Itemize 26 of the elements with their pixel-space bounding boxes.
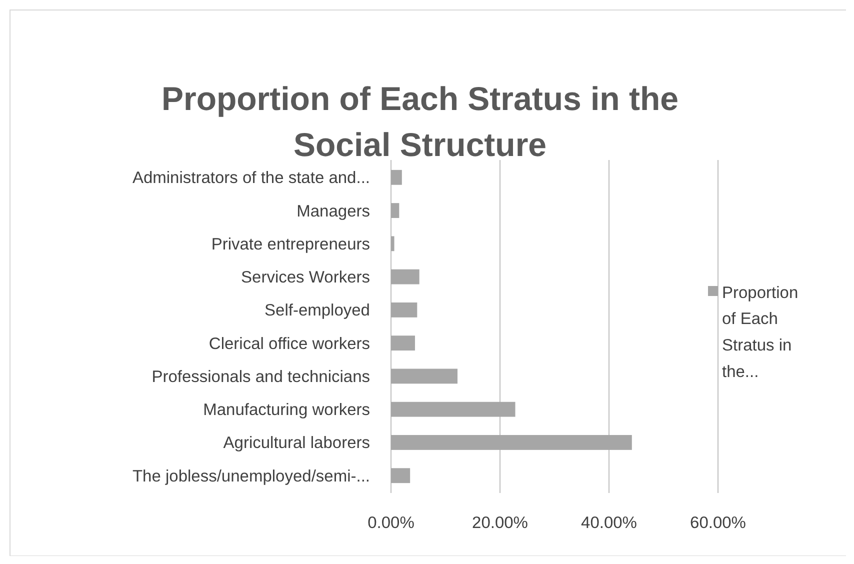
chart-title: Proportion of Each Stratus in the Social Structure (161, 80, 679, 163)
bar (391, 236, 394, 252)
y-tick-label: Managers (296, 202, 370, 220)
bar (391, 368, 458, 384)
x-tick-label: 0.00% (368, 514, 415, 532)
y-tick-label: Private entrepreneurs (211, 235, 370, 254)
y-tick-label: The jobless/unemployed/semi-... (132, 467, 370, 486)
y-tick-label: Professionals and technicians (152, 368, 370, 386)
x-tick-label: 20.00% (472, 514, 528, 532)
x-tick-label: 60.00% (690, 514, 746, 532)
bar (391, 170, 402, 185)
bar (391, 302, 418, 318)
y-tick-label: Clerical office workers (208, 334, 370, 353)
bar (391, 468, 410, 484)
bar (391, 336, 415, 351)
legend-label: Proportion of Each Stratus in the... (722, 284, 798, 381)
bar (391, 203, 400, 218)
y-tick-label: Manufacturing workers (203, 401, 370, 420)
bar (391, 269, 420, 284)
y-tick-label: Agricultural laborers (223, 434, 370, 452)
y-tick-label: Services Workers (241, 268, 370, 287)
y-tick-label: Self-employed (264, 302, 370, 320)
y-tick-label: Administrators of the state and... (132, 169, 370, 188)
bar (391, 402, 516, 417)
x-tick-label: 40.00% (581, 514, 638, 532)
bar (391, 435, 632, 450)
